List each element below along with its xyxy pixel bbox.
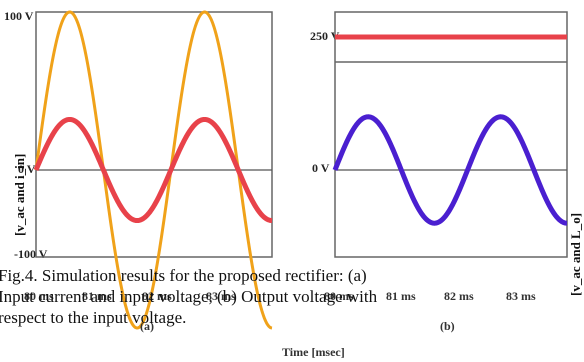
panel-b-xtick-81: 81 ms <box>386 289 416 303</box>
series-line-0 <box>34 10 273 330</box>
panel-b-ytick-top: 250 V <box>310 29 340 43</box>
panel-a-ytick-top: 100 V <box>4 9 34 23</box>
panel-b: 250 V 0 V [v_ac and L_o] 80 ms 81 ms 82 … <box>310 11 583 333</box>
panel-b-ylabel: [v_ac and L_o] <box>568 213 583 296</box>
panel-b-xtick-83: 83 ms <box>506 289 536 303</box>
panel-b-label: (b) <box>440 319 455 333</box>
panel-a-label: (a) <box>140 319 154 333</box>
series-line-1 <box>33 116 274 224</box>
panel-a-xtick-81: 81 ms <box>82 289 112 303</box>
panel-b-frame <box>334 11 568 258</box>
panel-a-ytick-bottom: -100 V <box>14 247 48 261</box>
panel-a-ytick-zero: 0 V <box>18 162 36 176</box>
panel-a-xtick-80: 80 ms <box>24 289 54 303</box>
panel-a-frame <box>35 11 273 258</box>
panel-a-ylabel: [v_ac and i_in] <box>12 154 27 236</box>
caption-line-3: respect to the input voltage. <box>0 308 187 327</box>
common-xlabel: Time [msec] <box>282 345 345 359</box>
figure-caption: Fig.4. Simulation results for the propos… <box>0 265 584 328</box>
panel-b-xtick-82: 82 ms <box>444 289 474 303</box>
panel-b-xtick-80: 80 ms <box>324 289 354 303</box>
panel-a: 100 V 0 V -100 V [v_ac and i_in] 80 ms 8… <box>4 9 274 333</box>
caption-line-2: Input current and input voltage, (b) Out… <box>0 287 378 306</box>
panel-a-xtick-83: 83 ms <box>206 289 236 303</box>
panel-a-xtick-82: 82 ms <box>142 289 172 303</box>
panel-b-ytick-zero: 0 V <box>312 161 330 175</box>
series-line-1 <box>332 114 569 226</box>
panel-b-plot <box>332 34 569 226</box>
caption-line-1: Fig.4. Simulation results for the propos… <box>0 266 367 285</box>
panel-a-plot <box>33 10 274 330</box>
